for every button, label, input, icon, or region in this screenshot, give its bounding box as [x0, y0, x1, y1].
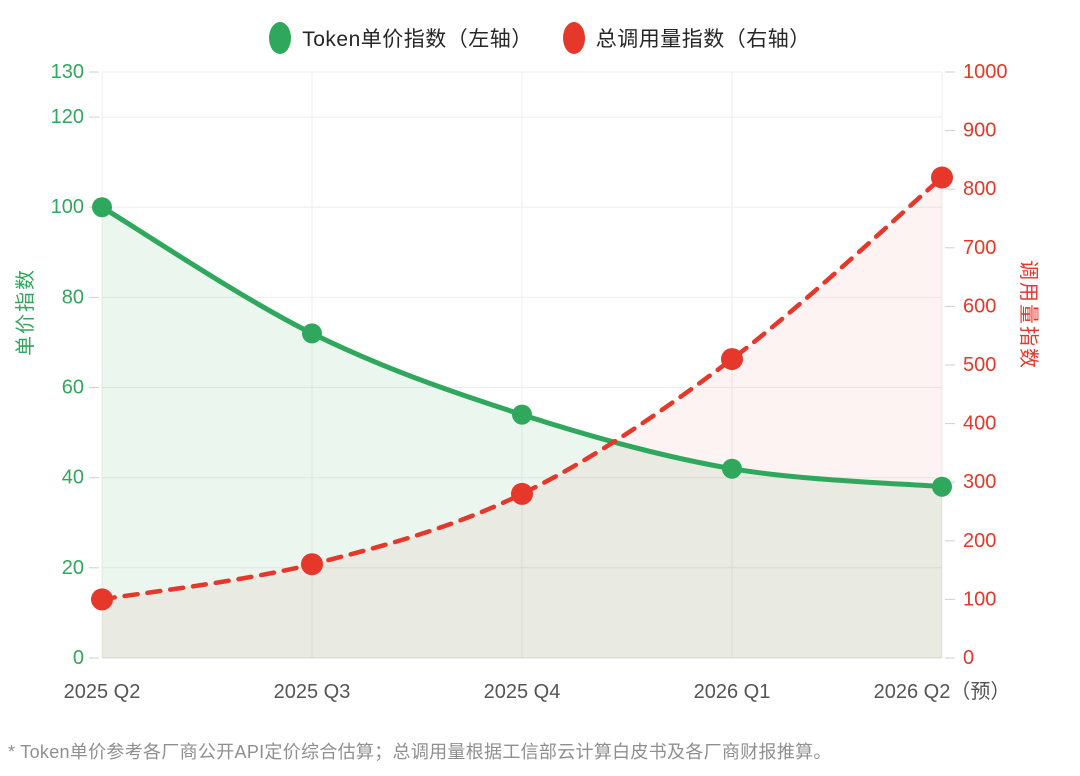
- left-axis-tick-label: 100: [51, 196, 84, 218]
- red-data-point-3: [721, 348, 743, 371]
- left-axis-tick-label: 120: [51, 106, 84, 128]
- green-data-point-0: [92, 197, 112, 218]
- right-axis-tick-label: 600: [963, 295, 996, 317]
- right-axis-tick-label: 900: [963, 120, 996, 142]
- green-data-point-3: [722, 458, 742, 479]
- left-axis-tick-label: 20: [62, 557, 84, 579]
- red-data-point-2: [511, 482, 533, 505]
- right-axis-tick-label: 0: [963, 647, 974, 669]
- x-axis-category-label: 2026 Q1: [694, 681, 771, 703]
- left-axis-tick-label: 130: [51, 61, 84, 83]
- left-axis-tick-label: 80: [62, 286, 84, 308]
- chart-footnote: * Token单价参考各厂商公开API定价综合估算；总调用量根据工信部云计算白皮…: [8, 742, 832, 762]
- right-axis-title: 调用量指数: [1017, 260, 1040, 370]
- legend-label-call-volume: 总调用量指数（右轴）: [595, 28, 811, 51]
- x-axis-category-label: 2025 Q2: [64, 681, 141, 703]
- legend-item-token-price[interactable]: Token单价指数（左轴）: [269, 22, 533, 54]
- right-axis-tick-label: 700: [963, 237, 996, 259]
- left-axis-title: 单价指数: [14, 268, 37, 356]
- right-axis-tick-label: 800: [963, 178, 996, 200]
- green-data-point-4: [932, 476, 952, 497]
- legend-item-call-volume[interactable]: 总调用量指数（右轴）: [562, 22, 811, 54]
- right-axis-tick-label: 500: [963, 354, 996, 376]
- legend: Token单价指数（左轴） 总调用量指数（右轴）: [0, 22, 1080, 54]
- red-data-point-4: [931, 166, 953, 189]
- x-axis-category-label: 2025 Q4: [484, 681, 561, 703]
- left-axis-tick-label: 60: [62, 377, 84, 399]
- left-axis-tick-label: 0: [73, 647, 84, 669]
- x-axis-category-label: 2025 Q3: [274, 681, 351, 703]
- right-axis-tick-label: 1000: [963, 61, 1008, 83]
- green-data-point-1: [302, 323, 322, 344]
- right-series-area: [102, 177, 942, 658]
- red-data-point-1: [301, 553, 323, 576]
- red-data-point-0: [91, 588, 113, 611]
- left-axis-tick-label: 40: [62, 467, 84, 489]
- right-axis-tick-label: 400: [963, 413, 996, 435]
- red-series-marker-icon: [562, 22, 585, 54]
- right-axis-tick-label: 200: [963, 530, 996, 552]
- right-axis-tick-label: 300: [963, 471, 996, 493]
- green-series-marker-icon: [269, 22, 292, 54]
- legend-label-token-price: Token单价指数（左轴）: [302, 28, 533, 51]
- left-series-area: [102, 207, 942, 658]
- right-axis-tick-label: 100: [963, 588, 996, 610]
- green-data-point-2: [512, 404, 532, 425]
- chart-canvas: 0 20 40 60 80 100 120 130 0 100 200 300 400 500 600 700…: [14, 61, 1040, 703]
- x-axis-category-label: 2026 Q2（预）: [874, 680, 1011, 703]
